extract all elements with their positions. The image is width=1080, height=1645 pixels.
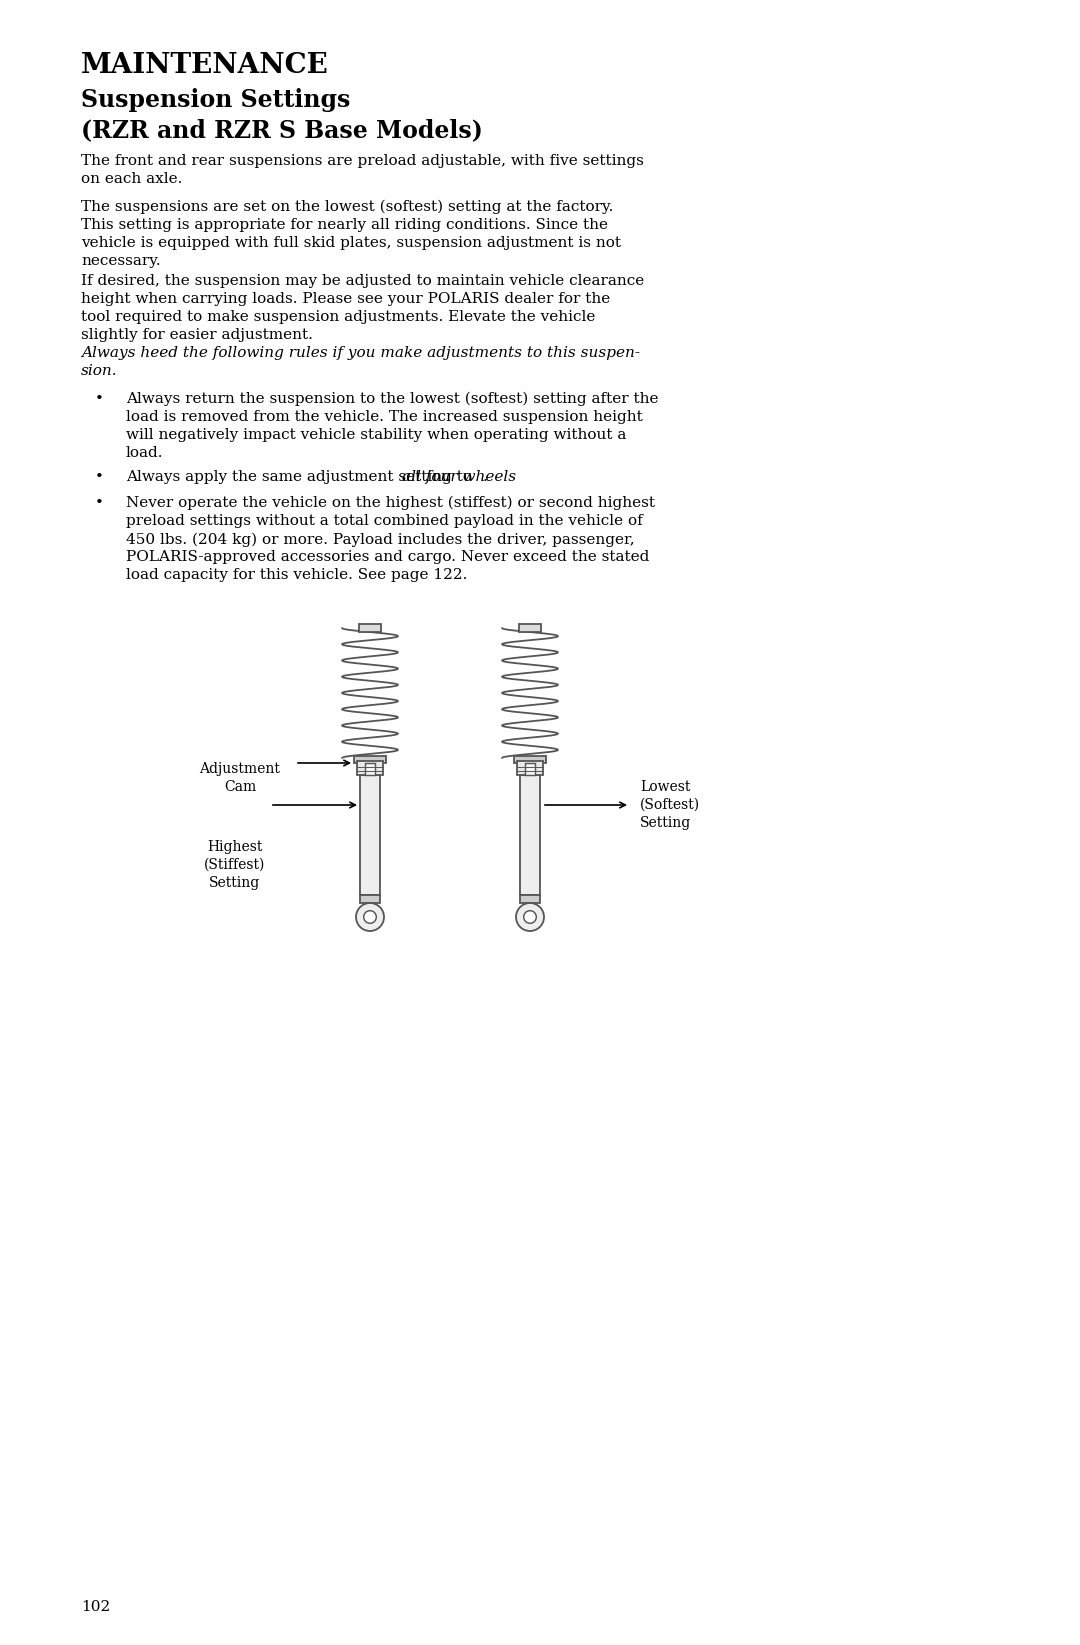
Text: •: • (95, 470, 104, 484)
Text: If desired, the suspension may be adjusted to maintain vehicle clearance
height : If desired, the suspension may be adjust… (81, 275, 645, 342)
Bar (357, 762, 383, 775)
Bar (519, 895, 540, 903)
Bar (514, 757, 546, 763)
Bar (359, 623, 381, 632)
Bar (525, 763, 535, 775)
Bar (360, 775, 380, 895)
Text: Always apply the same adjustment setting to: Always apply the same adjustment setting… (126, 470, 477, 484)
Circle shape (356, 903, 384, 931)
Circle shape (364, 911, 376, 923)
Text: •: • (95, 392, 104, 406)
Bar (365, 763, 375, 775)
Bar (519, 775, 540, 895)
Bar (517, 762, 543, 775)
Text: Adjustment
Cam: Adjustment Cam (200, 762, 281, 795)
Text: Lowest
(Softest)
Setting: Lowest (Softest) Setting (640, 780, 700, 829)
Text: The front and rear suspensions are preload adjustable, with five settings
on eac: The front and rear suspensions are prelo… (81, 155, 644, 186)
Text: Always heed the following rules if you make adjustments to this suspen-
sion.: Always heed the following rules if you m… (81, 345, 640, 378)
Text: •: • (95, 497, 104, 510)
Text: MAINTENANCE: MAINTENANCE (81, 53, 328, 79)
Text: Highest
(Stiffest)
Setting: Highest (Stiffest) Setting (204, 841, 266, 890)
Bar (519, 623, 541, 632)
Text: (RZR and RZR S Base Models): (RZR and RZR S Base Models) (81, 118, 483, 141)
Bar (360, 895, 380, 903)
Text: 102: 102 (81, 1601, 110, 1614)
Text: The suspensions are set on the lowest (softest) setting at the factory.
This set: The suspensions are set on the lowest (s… (81, 201, 621, 268)
Text: .: . (482, 470, 487, 484)
Text: Suspension Settings: Suspension Settings (81, 87, 350, 112)
Circle shape (516, 903, 544, 931)
Circle shape (524, 911, 537, 923)
Text: Always return the suspension to the lowest (softest) setting after the
load is r: Always return the suspension to the lowe… (126, 392, 659, 461)
Text: Never operate the vehicle on the highest (stiffest) or second highest
preload se: Never operate the vehicle on the highest… (126, 497, 654, 582)
Bar (354, 757, 386, 763)
Text: all four wheels: all four wheels (402, 470, 516, 484)
